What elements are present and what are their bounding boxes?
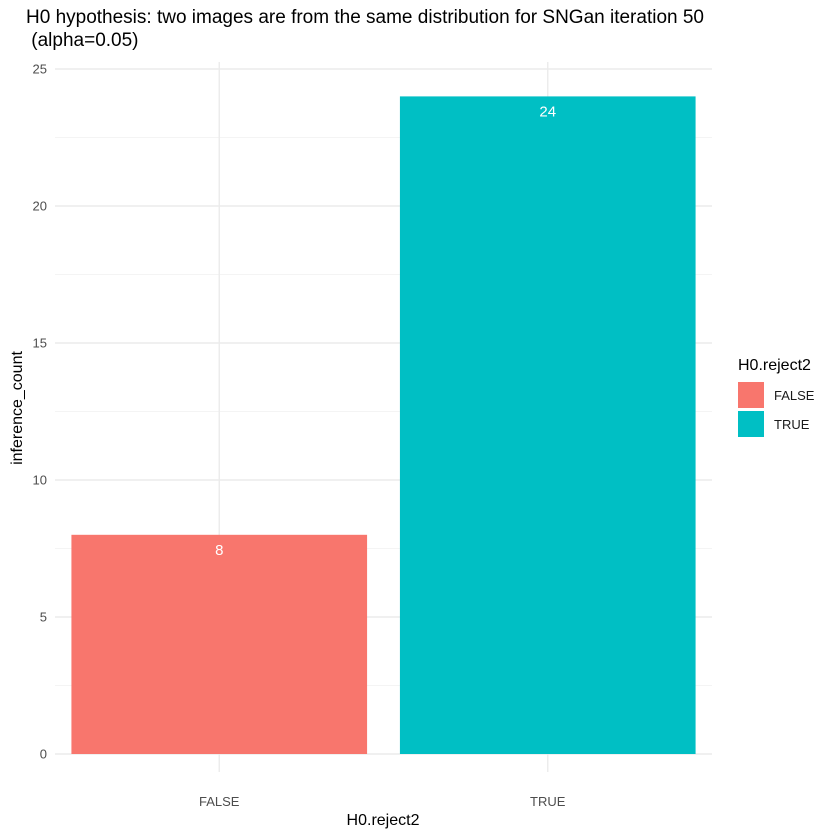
legend-title: H0.reject2 xyxy=(738,357,811,374)
bar-false xyxy=(71,534,368,754)
legend-label-false: FALSE xyxy=(774,387,815,403)
legend-item-false: FALSE xyxy=(738,381,814,409)
x-axis-label: H0.reject2 xyxy=(346,812,420,829)
legend-key-true xyxy=(738,411,764,437)
data-label-false: 8 xyxy=(215,542,223,559)
y-tick-label: 20 xyxy=(33,199,47,214)
data-label-true: 24 xyxy=(539,103,556,120)
y-tick-label: 15 xyxy=(33,336,47,351)
legend: H0.reject2 FALSE TRUE xyxy=(738,357,814,439)
y-tick-label: 5 xyxy=(40,610,47,625)
legend-key-false xyxy=(738,382,764,408)
y-tick-label: 10 xyxy=(33,473,47,488)
y-tick-label: 25 xyxy=(33,62,47,77)
bar-true xyxy=(399,96,696,754)
y-tick-label: 0 xyxy=(40,747,47,762)
x-tick-label-false: FALSE xyxy=(199,794,240,809)
legend-item-true: TRUE xyxy=(738,410,814,438)
x-tick-label-true: TRUE xyxy=(530,794,566,809)
chart-title: H0 hypothesis: two images are from the s… xyxy=(26,7,704,51)
y-axis-label: inference_count xyxy=(9,351,26,465)
legend-label-true: TRUE xyxy=(774,416,810,432)
